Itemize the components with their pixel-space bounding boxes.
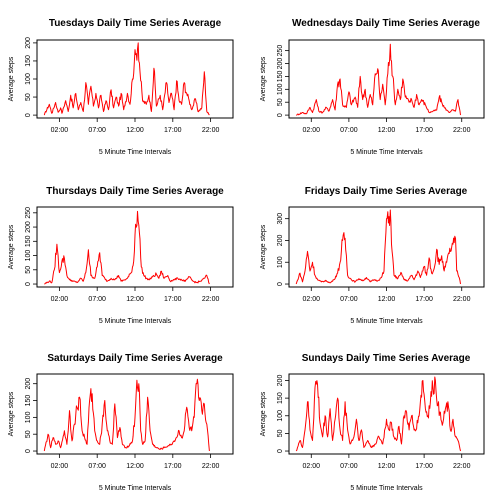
x-tick-label: 07:00 — [340, 127, 358, 134]
y-tick-label: 50 — [25, 430, 32, 438]
chart-title: Thursdays Daily Time Series Average — [46, 186, 224, 197]
x-axis-label: 5 Minute Time Intervals — [99, 149, 172, 156]
x-tick-label: 07:00 — [340, 463, 358, 470]
y-tick-label: 0 — [25, 113, 32, 117]
x-tick-label: 22:00 — [453, 463, 471, 470]
x-tick-label: 17:00 — [164, 127, 182, 134]
y-tick-label: 250 — [25, 207, 32, 219]
x-tick-label: 22:00 — [202, 127, 220, 134]
y-axis-label: Average steps — [8, 56, 15, 101]
x-tick-label: 02:00 — [303, 127, 321, 134]
y-tick-label: 100 — [25, 411, 32, 423]
y-axis-label: Average steps — [260, 391, 267, 436]
x-tick-label: 02:00 — [51, 127, 69, 134]
y-axis-label: Average steps — [8, 224, 15, 269]
y-tick-label: 150 — [277, 392, 284, 404]
series-line — [43, 378, 210, 452]
y-tick-label: 300 — [277, 213, 284, 225]
y-axis-label: Average steps — [260, 56, 267, 101]
y-tick-label: 150 — [25, 235, 32, 247]
x-axis-label: 5 Minute Time Intervals — [99, 485, 172, 492]
chart-title: Tuesdays Daily Time Series Average — [49, 18, 222, 29]
y-tick-label: 200 — [25, 37, 32, 49]
y-tick-label: 0 — [277, 113, 284, 117]
x-tick-label: 07:00 — [88, 127, 106, 134]
y-tick-label: 150 — [277, 70, 284, 82]
x-tick-label: 12:00 — [378, 463, 396, 470]
x-axis-label: 5 Minute Time Intervals — [350, 485, 423, 492]
x-tick-label: 22:00 — [453, 127, 471, 134]
x-tick-label: 17:00 — [164, 296, 182, 303]
y-tick-label: 0 — [25, 282, 32, 286]
y-tick-label: 150 — [25, 55, 32, 67]
x-tick-label: 17:00 — [415, 127, 433, 134]
chart-title: Sundays Daily Time Series Average — [302, 353, 471, 364]
y-tick-label: 50 — [277, 429, 284, 437]
x-tick-label: 22:00 — [202, 463, 220, 470]
x-tick-label: 02:00 — [303, 463, 321, 470]
x-tick-label: 12:00 — [126, 463, 144, 470]
y-tick-label: 50 — [277, 98, 284, 106]
chart-title: Saturdays Daily Time Series Average — [47, 353, 223, 364]
x-tick-label: 12:00 — [126, 127, 144, 134]
x-tick-label: 02:00 — [51, 463, 69, 470]
x-tick-label: 02:00 — [51, 296, 69, 303]
x-axis-label: 5 Minute Time Intervals — [350, 149, 423, 156]
y-tick-label: 100 — [277, 256, 284, 268]
x-tick-label: 22:00 — [202, 296, 220, 303]
y-tick-label: 50 — [25, 266, 32, 274]
y-tick-label: 100 — [277, 410, 284, 422]
y-tick-label: 100 — [25, 250, 32, 262]
x-tick-label: 12:00 — [378, 127, 396, 134]
y-tick-label: 200 — [277, 375, 284, 387]
y-tick-label: 0 — [277, 449, 284, 453]
y-tick-label: 50 — [25, 93, 32, 101]
series-line — [295, 376, 461, 452]
x-tick-label: 07:00 — [88, 463, 106, 470]
y-axis-label: Average steps — [260, 224, 267, 269]
x-tick-label: 17:00 — [415, 463, 433, 470]
y-tick-label: 200 — [25, 378, 32, 390]
series-line — [296, 43, 461, 116]
y-tick-label: 0 — [25, 449, 32, 453]
x-tick-label: 07:00 — [340, 296, 358, 303]
x-tick-label: 12:00 — [378, 296, 396, 303]
y-tick-label: 150 — [25, 395, 32, 407]
y-tick-label: 100 — [277, 83, 284, 95]
chart-title: Wednesdays Daily Time Series Average — [292, 18, 480, 29]
y-tick-label: 250 — [277, 45, 284, 57]
y-tick-label: 200 — [277, 235, 284, 247]
x-tick-label: 02:00 — [303, 296, 321, 303]
chart-title: Fridays Daily Time Series Average — [305, 186, 468, 197]
x-tick-label: 07:00 — [88, 296, 106, 303]
y-tick-label: 200 — [277, 58, 284, 70]
series-line — [43, 42, 210, 116]
y-axis-label: Average steps — [8, 391, 15, 436]
x-tick-label: 12:00 — [126, 296, 144, 303]
series-line — [295, 209, 461, 285]
plot-frame — [288, 373, 485, 455]
x-axis-label: 5 Minute Time Intervals — [99, 318, 172, 325]
x-tick-label: 22:00 — [453, 296, 471, 303]
series-line — [44, 210, 210, 285]
y-tick-label: 100 — [25, 73, 32, 85]
x-tick-label: 17:00 — [415, 296, 433, 303]
x-tick-label: 17:00 — [164, 463, 182, 470]
y-tick-label: 0 — [277, 282, 284, 286]
y-tick-label: 200 — [25, 221, 32, 233]
x-axis-label: 5 Minute Time Intervals — [350, 318, 423, 325]
